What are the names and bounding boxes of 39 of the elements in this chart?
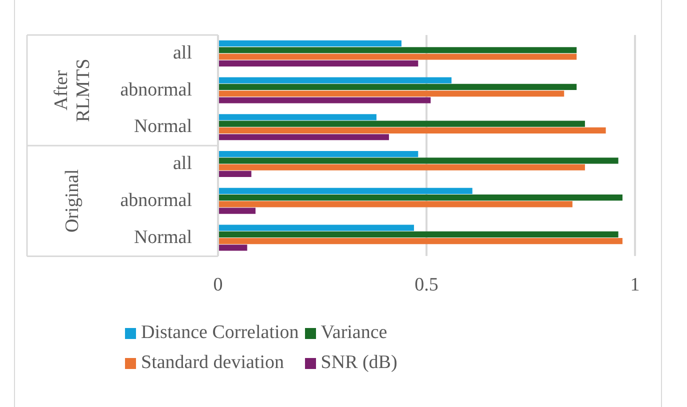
bar xyxy=(219,231,618,238)
text: After RLMTS xyxy=(50,58,94,122)
bar xyxy=(219,151,418,158)
bar xyxy=(219,47,577,54)
y-tick-label: all xyxy=(173,153,192,174)
bar xyxy=(219,60,418,66)
y-tick-label: abnormal xyxy=(120,190,192,211)
bar xyxy=(219,77,452,84)
bar xyxy=(219,40,402,47)
y-tick-label: abnormal xyxy=(120,79,192,100)
bar xyxy=(219,201,572,208)
bar xyxy=(219,158,618,164)
bar xyxy=(219,170,252,178)
bar xyxy=(219,244,248,251)
bar xyxy=(219,208,256,214)
bar xyxy=(219,224,414,231)
bar xyxy=(219,164,585,170)
legend-label: Variance xyxy=(320,322,388,344)
bar xyxy=(219,54,577,60)
y-tick-label: all xyxy=(173,42,192,64)
bar xyxy=(219,127,606,134)
legend-label: Distance Correlation xyxy=(141,322,299,344)
bar xyxy=(219,114,376,120)
y-tick-label: Normal xyxy=(134,116,192,138)
bar xyxy=(219,120,585,127)
text: Original xyxy=(62,169,83,233)
legend-label: Standard deviation xyxy=(141,352,284,374)
y-tick-label: Normal xyxy=(134,226,192,248)
bar xyxy=(219,84,577,90)
bar xyxy=(219,188,472,194)
bar xyxy=(219,134,389,140)
bar xyxy=(219,90,564,97)
x-tick-label: 0 xyxy=(213,274,223,296)
legend-label: SNR (dB) xyxy=(320,352,398,374)
x-tick-label: 1 xyxy=(630,274,640,296)
bar xyxy=(219,238,622,244)
x-tick-label: 0.5 xyxy=(414,274,438,296)
bar xyxy=(219,97,431,104)
bar xyxy=(219,194,622,201)
